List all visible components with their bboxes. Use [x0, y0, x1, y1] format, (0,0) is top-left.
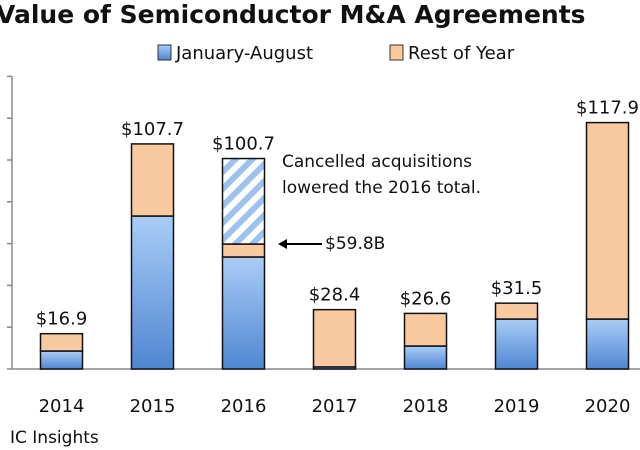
- total-label: $31.5: [491, 278, 543, 299]
- bar-segment: [130, 143, 175, 217]
- legend-swatch: [157, 44, 172, 61]
- total-label: $16.9: [36, 309, 88, 330]
- bar-segment: [39, 350, 84, 370]
- bar-segment: [221, 243, 266, 258]
- bar-segment: [221, 157, 266, 245]
- bar-segment: [403, 312, 448, 347]
- bar-segment: [221, 256, 266, 370]
- bar-segment: [312, 308, 357, 368]
- bar-segment: [130, 215, 175, 370]
- total-label: $107.7: [121, 119, 184, 140]
- x-tick-label: 2014: [39, 396, 85, 417]
- total-label: $26.6: [400, 288, 452, 309]
- x-tick-label: 2018: [403, 396, 449, 417]
- bar-segment: [39, 332, 84, 352]
- x-tick-label: 2015: [130, 396, 176, 417]
- annotation-text: lowered the 2016 total.: [282, 178, 481, 198]
- x-tick-label: 2016: [221, 396, 267, 417]
- legend-label: January-August: [175, 43, 313, 64]
- x-tick-label: 2017: [312, 396, 358, 417]
- legend-label: Rest of Year: [408, 43, 515, 64]
- total-label: $117.9: [576, 98, 639, 119]
- annotation-label: $59.8B: [325, 234, 385, 254]
- x-tick-label: 2020: [585, 396, 631, 417]
- total-label: $28.4: [309, 285, 361, 306]
- bar-segment: [585, 121, 630, 320]
- source: IC Insights: [10, 428, 99, 448]
- legend-swatch: [389, 44, 404, 61]
- x-tick-label: 2019: [494, 396, 540, 417]
- bar-segment: [494, 302, 539, 320]
- bar-segment: [403, 345, 448, 370]
- bar-segment: [585, 318, 630, 370]
- annotation-text: Cancelled acquisitions: [282, 152, 472, 172]
- total-label: $100.7: [212, 134, 275, 155]
- chart-title: Value of Semiconductor M&A Agreements: [0, 0, 586, 29]
- bar-segment: [494, 318, 539, 370]
- arrow-head: [278, 239, 287, 250]
